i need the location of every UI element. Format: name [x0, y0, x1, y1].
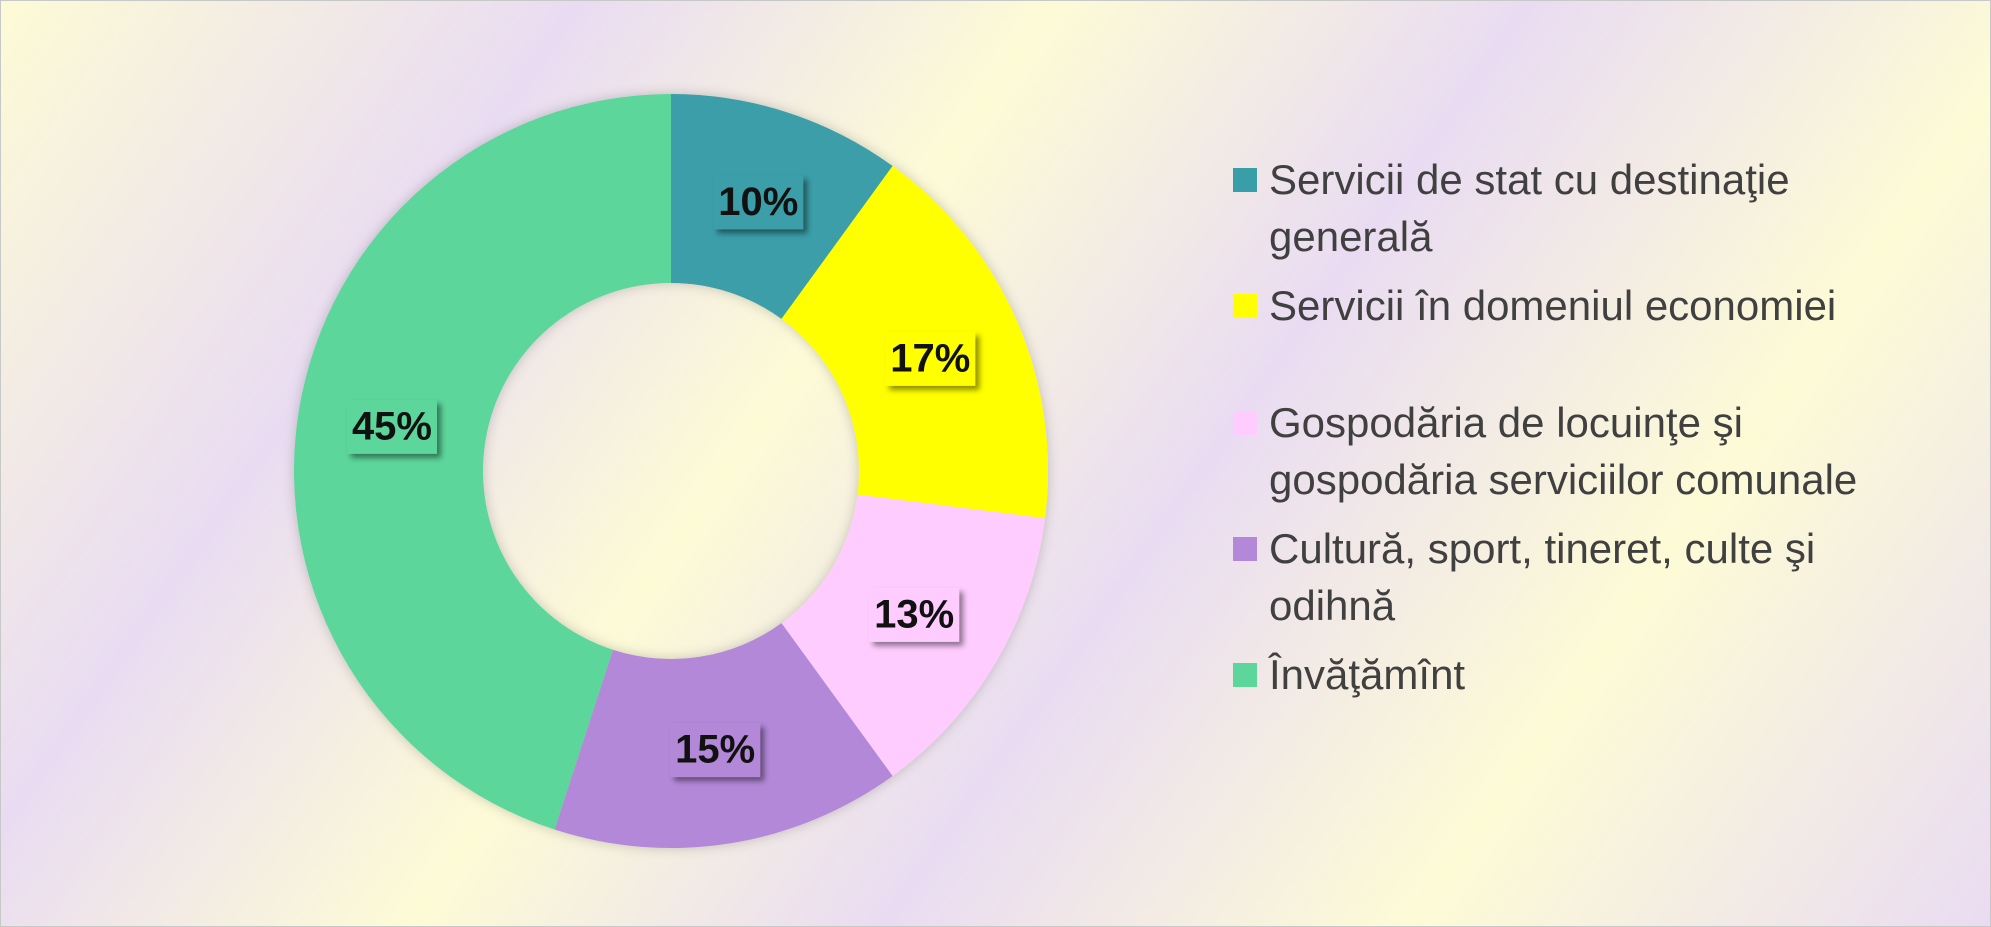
legend-entry: Învăţămînt: [1233, 646, 1913, 703]
donut: [294, 93, 1048, 848]
legend-swatch: [1233, 168, 1257, 192]
data-label-box: [670, 723, 761, 778]
legend-label: Cultură, sport, tineret, culte şi odihnă: [1269, 525, 1816, 629]
data-label: 13%: [874, 592, 954, 636]
data-label: 45%: [352, 404, 432, 448]
legend-swatch: [1233, 294, 1257, 318]
legend-swatch: [1233, 663, 1257, 687]
legend-label: Gospodăria de locuinţe şi gospodăria ser…: [1269, 399, 1858, 503]
legend-label: Servicii de stat cu destinaţie generală: [1269, 156, 1790, 260]
data-label: 15%: [675, 728, 755, 772]
legend-swatch: [1233, 411, 1257, 435]
legend-entry: Gospodăria de locuinţe şi gospodăria ser…: [1233, 394, 1913, 508]
data-label-box: [346, 399, 437, 454]
legend-label: Servicii în domeniul economiei: [1269, 282, 1837, 329]
data-label: 10%: [718, 180, 798, 224]
legend-entry: Servicii în domeniul economiei: [1233, 277, 1913, 334]
legend: Servicii de stat cu destinaţie generală S…: [1233, 151, 1913, 715]
donut-segment: [294, 93, 671, 830]
legend-swatch: [1233, 537, 1257, 561]
legend-label: Învăţămînt: [1269, 651, 1466, 698]
data-label: 17%: [890, 336, 970, 380]
legend-entry: Servicii de stat cu destinaţie generală: [1233, 151, 1913, 265]
data-label-box: [869, 587, 960, 642]
data-label-box: [885, 331, 976, 386]
data-label-box: [713, 175, 804, 230]
legend-entry: Cultură, sport, tineret, culte şi odihnă: [1233, 520, 1913, 634]
